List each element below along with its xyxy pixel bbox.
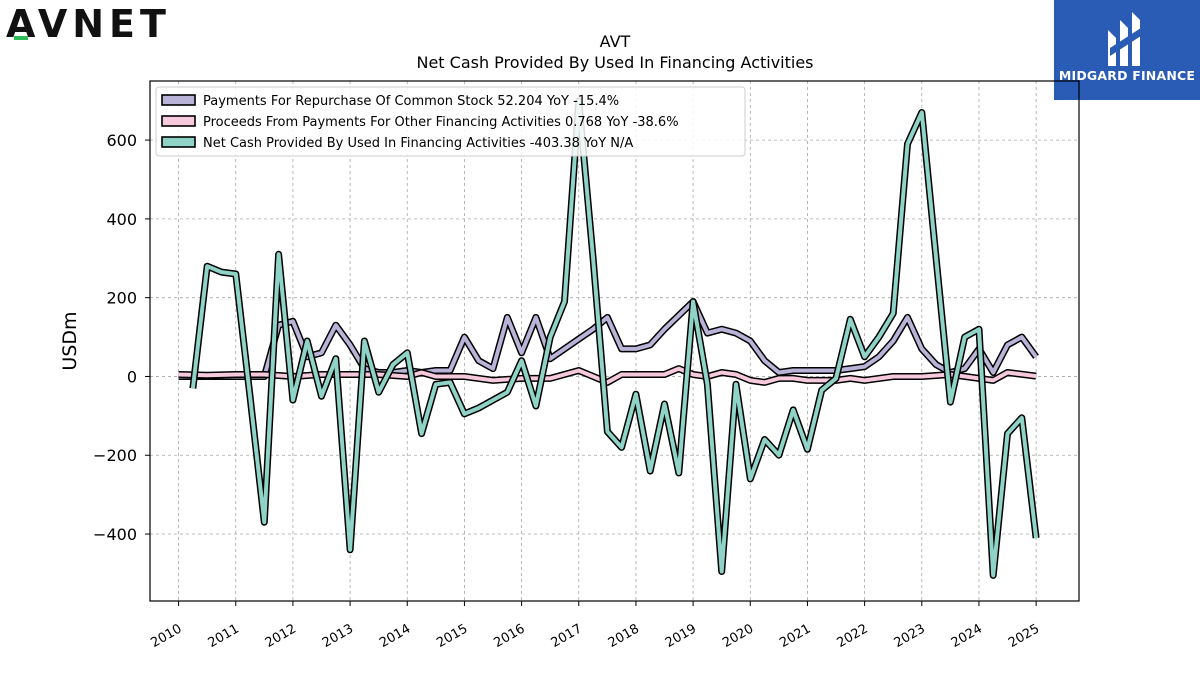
y-axis-label: USDm: [59, 311, 81, 370]
y-tick-label: −400: [93, 525, 137, 544]
avnet-logo: AVNET: [6, 2, 171, 46]
x-tick-label: 2018: [606, 621, 642, 651]
legend-swatch-0: [161, 94, 196, 106]
y-tick-label: 0: [127, 367, 137, 386]
x-tick-label: 2013: [320, 621, 356, 651]
y-tick-label: 200: [106, 289, 137, 308]
plot-frame: [149, 80, 1080, 602]
legend-box: [155, 86, 746, 157]
x-tick-label: 2015: [434, 621, 470, 651]
x-tick-label: 2023: [892, 621, 928, 651]
y-tick-label: −200: [93, 446, 137, 465]
series-line-0: [178, 299, 1038, 379]
series-line-1: [178, 366, 1037, 385]
midgard-finance-mark-icon: [1108, 12, 1144, 66]
chart-subtitle: Net Cash Provided By Used In Financing A…: [416, 53, 814, 72]
midgard-finance-logo-text: MIDGARD FINANCE: [1058, 68, 1196, 83]
x-tick-label: 2021: [777, 621, 813, 651]
y-tick-label: 600: [106, 131, 137, 150]
x-tick-label: 2016: [491, 621, 527, 651]
series-layer: [178, 97, 1040, 579]
x-tick-label: 2014: [377, 621, 413, 651]
legend-label-2: Net Cash Provided By Used In Financing A…: [203, 136, 633, 151]
series-line-2: [190, 98, 1039, 578]
y-tick-label: 400: [106, 210, 137, 229]
legend-swatch-1: [161, 115, 196, 127]
x-tick-label: 2017: [549, 621, 585, 651]
legend-label-1: Proceeds From Payments For Other Financi…: [203, 115, 679, 130]
x-tick-label: 2012: [263, 621, 299, 651]
legend-swatch-2: [161, 136, 196, 148]
x-tick-label: 2024: [949, 621, 985, 651]
chart-title: AVT: [599, 32, 631, 51]
x-tick-label: 2020: [720, 621, 756, 651]
x-tick-label: 2025: [1006, 621, 1042, 651]
midgard-finance-logo: MIDGARD FINANCE: [1054, 0, 1200, 100]
avnet-logo-text: AVNET: [6, 2, 171, 46]
legend: Payments For Repurchase Of Common Stock …: [155, 86, 746, 157]
avnet-logo-accent: [14, 36, 28, 40]
x-tick-label: 2019: [663, 621, 699, 651]
x-tick-label: 2022: [834, 621, 870, 651]
x-tick-label: 2010: [148, 621, 184, 651]
x-tick-label: 2011: [206, 621, 242, 651]
legend-label-0: Payments For Repurchase Of Common Stock …: [203, 94, 619, 109]
